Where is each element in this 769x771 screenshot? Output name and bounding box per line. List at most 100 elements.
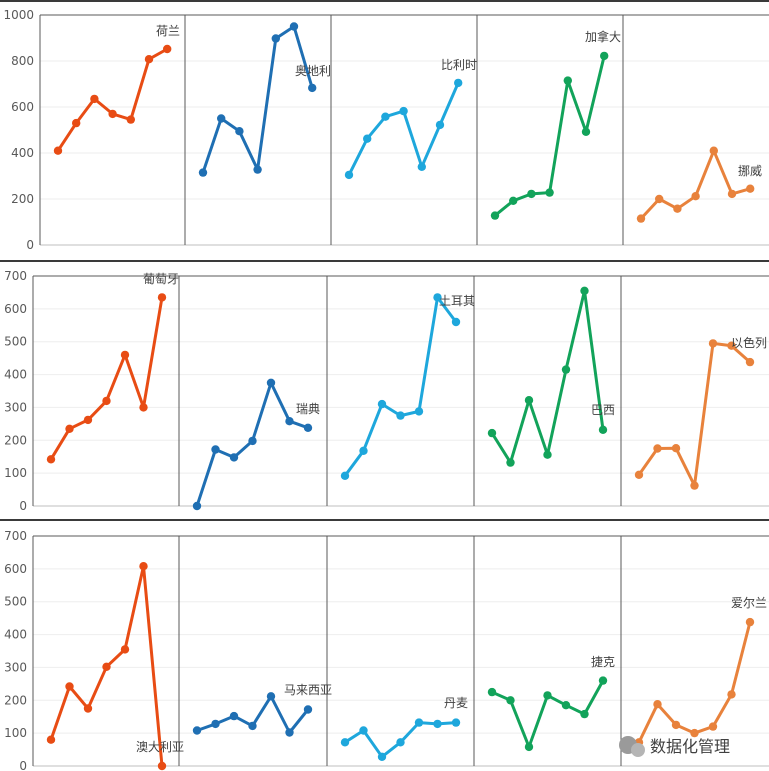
data-point (72, 118, 81, 128)
series-label: 澳大利亚 (136, 740, 184, 754)
series-1-3: 比利时 (344, 58, 477, 180)
y-tick-label: 600 (4, 562, 27, 576)
series-label: 挪威 (738, 164, 762, 178)
data-point (524, 742, 534, 752)
data-point (653, 444, 662, 453)
series-1-1: 荷兰 (53, 24, 180, 155)
data-point (396, 411, 405, 420)
y-tick-label: 600 (11, 100, 34, 114)
y-tick-label: 300 (4, 400, 27, 414)
data-point (363, 134, 372, 143)
data-point (139, 403, 148, 412)
series-line (637, 341, 751, 488)
data-point (653, 700, 662, 709)
series-label: 荷兰 (156, 24, 180, 38)
data-point (691, 192, 700, 201)
series-2-4: 巴西 (487, 286, 615, 467)
data-point (65, 682, 74, 691)
data-point (211, 445, 220, 454)
data-point (433, 719, 442, 729)
data-point (271, 34, 280, 43)
series-label: 土耳其 (439, 294, 475, 308)
data-point (690, 481, 699, 490)
data-point (163, 44, 172, 54)
y-tick-label: 0 (19, 499, 27, 513)
data-point (561, 365, 571, 374)
data-point (340, 471, 350, 480)
watermark-text: 数据化管理 (650, 737, 730, 756)
y-tick-label: 1000 (3, 8, 34, 22)
data-point (285, 728, 294, 737)
data-point (671, 720, 681, 730)
data-point (543, 450, 552, 459)
data-point (600, 51, 609, 61)
data-point (708, 722, 718, 731)
series-label: 马来西亚 (284, 683, 332, 697)
series-label: 爱尔兰 (731, 595, 767, 610)
y-tick-label: 200 (4, 433, 27, 447)
data-point (248, 721, 257, 731)
data-point (746, 184, 755, 193)
data-point (248, 436, 257, 446)
data-point (433, 293, 442, 302)
series-label: 瑞典 (296, 402, 320, 416)
y-tick-label: 800 (11, 54, 34, 68)
data-point (83, 415, 93, 425)
data-point (727, 690, 736, 699)
data-point (581, 127, 591, 136)
data-point (545, 188, 554, 197)
y-tick-label: 200 (4, 693, 27, 707)
data-point (435, 120, 445, 130)
y-tick-label: 600 (4, 302, 27, 316)
series-2-1: 葡萄牙 (46, 272, 179, 464)
data-point (126, 115, 135, 124)
series-line (490, 289, 605, 465)
data-point (708, 339, 718, 348)
data-point (561, 701, 571, 710)
data-point (727, 341, 736, 350)
data-point (235, 127, 244, 136)
data-point (120, 350, 130, 360)
y-tick-label: 400 (4, 368, 27, 382)
y-tick-label: 100 (4, 466, 27, 480)
data-point (655, 194, 664, 204)
data-point (83, 704, 93, 713)
series-2-2: 瑞典 (192, 378, 320, 511)
series-1-5: 挪威 (636, 146, 762, 223)
y-tick-label: 0 (26, 238, 34, 252)
series-label: 巴西 (591, 403, 615, 417)
series-label: 丹麦 (444, 696, 468, 710)
series-line (49, 297, 164, 461)
data-point (340, 738, 350, 747)
data-point (598, 425, 608, 434)
data-point (217, 114, 226, 123)
series-label: 加拿大 (585, 29, 621, 44)
series-3-3: 丹麦 (340, 696, 468, 761)
data-point (289, 22, 299, 31)
series-line (637, 621, 752, 743)
series-line (347, 82, 460, 176)
data-point (671, 444, 681, 453)
series-2-5: 以色列 (634, 336, 767, 490)
data-point (229, 453, 239, 462)
data-point (308, 83, 317, 93)
series-line (56, 47, 168, 152)
data-point (417, 162, 426, 171)
data-point (211, 719, 220, 729)
data-point (102, 662, 111, 671)
data-point (90, 94, 99, 104)
data-point (451, 317, 461, 327)
series-3-2: 马来西亚 (192, 683, 332, 737)
data-point (144, 55, 154, 64)
series-label: 奥地利 (295, 64, 331, 78)
data-point (120, 645, 130, 654)
data-point (506, 696, 515, 705)
data-point (673, 204, 682, 213)
y-tick-label: 200 (11, 192, 34, 206)
y-tick-label: 700 (4, 269, 27, 283)
data-point (157, 293, 167, 302)
